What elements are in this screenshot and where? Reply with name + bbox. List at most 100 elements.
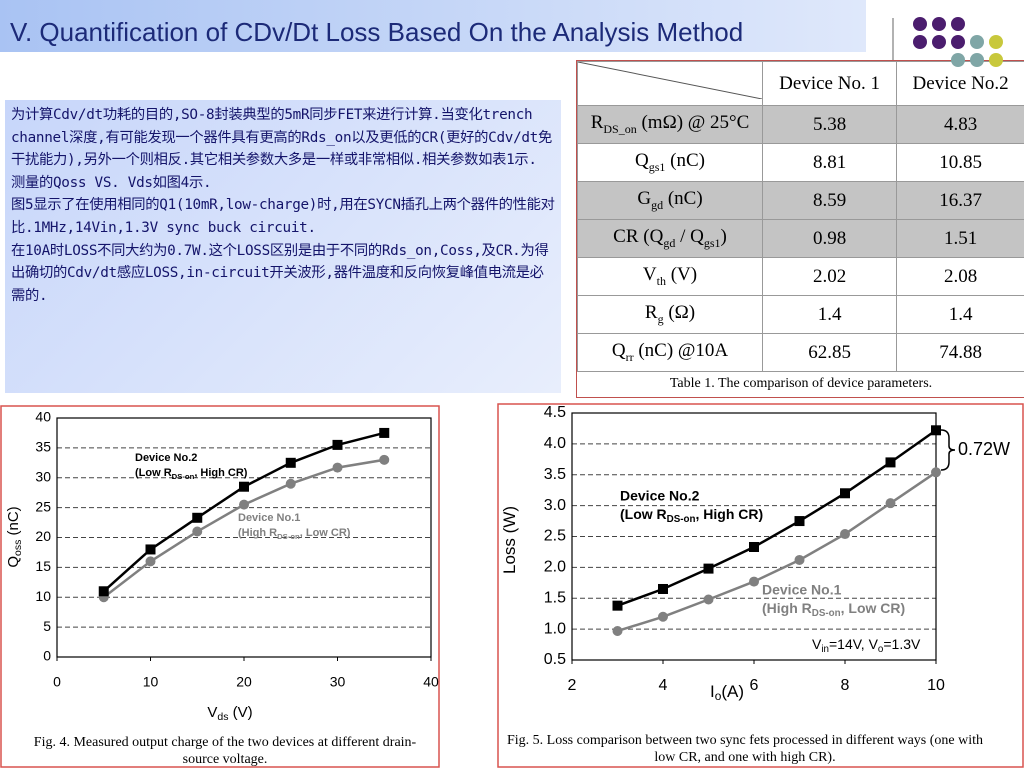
x-tick-label: 8: [841, 677, 850, 694]
label-part: gs1: [703, 235, 721, 250]
label-part: gd: [663, 235, 676, 250]
x-tick-label: 2: [568, 677, 577, 694]
label-part: oss: [12, 540, 24, 556]
marker: [332, 439, 343, 450]
marker: [885, 498, 896, 509]
marker: [612, 625, 623, 636]
paragraph: 在10A时LOSS不同大约为0.7W.这个LOSS区别是由于不同的Rds_on,…: [11, 242, 549, 304]
label-part: Q: [611, 340, 626, 362]
cell: 10.85: [896, 143, 1024, 182]
x-tick-label: 30: [330, 674, 346, 690]
label-part: th: [656, 273, 666, 288]
label-part: in: [821, 644, 829, 655]
label-part: DS-on: [277, 532, 300, 541]
cell: 1.51: [896, 219, 1024, 258]
marker: [285, 457, 296, 468]
y-tick-label: 30: [35, 468, 51, 484]
table-row: RDS_on (mΩ) @ 25°C 5.38 4.83: [577, 105, 1024, 144]
label-part: , High CR): [696, 506, 764, 522]
table-row: Qrr (nC) @10A 62.85 74.88: [577, 333, 1024, 372]
cell: 4.83: [896, 105, 1024, 144]
header-cell: Device No. 1: [761, 61, 898, 106]
cell: 1.4: [896, 295, 1024, 334]
table-panel: Device No. 1 Device No.2 RDS_on (mΩ) @ 25°…: [576, 60, 1024, 398]
y-tick-label: 25: [35, 498, 51, 514]
series-note: (Low RDS-on, High CR): [135, 467, 248, 481]
brace: [940, 429, 956, 471]
slide-title: V. Quantification of CDv/Dt Loss Based O…: [0, 0, 866, 52]
x-tick-label: 0: [53, 674, 61, 690]
series-name: Device No.2: [135, 452, 197, 464]
label-part: (High R: [238, 527, 277, 539]
conditions: Vin=14V, Vo=1.3V: [812, 636, 921, 655]
marker: [612, 600, 623, 611]
paragraph: 为计算Cdv/dt功耗的目的,SO-8封装典型的5mR同步FET来进行计算.当变…: [11, 107, 552, 169]
label-part: Loss (W): [500, 506, 519, 574]
label-part: , Low CR): [841, 600, 906, 616]
marker: [658, 583, 668, 594]
y-tick-label: 15: [35, 558, 51, 574]
label-part: o: [715, 689, 722, 703]
y-tick-label: 1.5: [544, 589, 566, 606]
x-tick-label: 20: [236, 674, 252, 690]
label-part: gd: [651, 197, 664, 212]
header-cell: Device No.2: [896, 61, 1024, 106]
table: Device No. 1 Device No.2 RDS_on (mΩ) @ 25°…: [577, 61, 1024, 372]
label-part: G: [637, 188, 652, 210]
label-part: DS-on: [667, 514, 696, 525]
marker: [145, 556, 156, 567]
row-label: Rg (Ω): [577, 295, 763, 334]
table-row: Qgs1 (nC) 8.81 10.85: [577, 143, 1024, 182]
label-part: ds: [217, 711, 228, 723]
cell: 1.4: [761, 295, 898, 334]
label-part: (nC): [5, 506, 22, 539]
y-tick-label: 4.5: [544, 404, 566, 421]
text-box: 为计算Cdv/dt功耗的目的,SO-8封装典型的5mR同步FET来进行计算.当变…: [5, 100, 561, 393]
label-part: DS-on: [812, 608, 841, 619]
cell: 62.85: [761, 333, 898, 372]
marker: [658, 611, 668, 622]
label-part: V: [207, 704, 217, 721]
row-label: CR (Qgd / Qgs1): [577, 219, 763, 258]
series-note: (High RDS-on, Low CR): [238, 527, 351, 541]
row-label: Vth (V): [577, 257, 763, 296]
cell: 8.59: [761, 181, 898, 220]
x-axis-title: Vds (V): [207, 704, 252, 723]
label-part: o: [878, 644, 884, 655]
y-tick-label: 5: [43, 618, 51, 634]
y-tick-label: 3.5: [544, 466, 566, 483]
label-part: V: [642, 264, 657, 286]
marker: [379, 454, 390, 465]
series-name: Device No.1: [762, 582, 842, 598]
series-note: (Low RDS-on, High CR): [620, 506, 763, 525]
marker: [145, 544, 156, 555]
header-cell: [577, 61, 763, 106]
series-line: [617, 471, 937, 633]
cell: 8.81: [761, 143, 898, 182]
label-part: rr: [625, 349, 634, 364]
label-part: (mΩ) @ 25°C: [636, 112, 750, 134]
marker: [703, 563, 714, 574]
x-tick-label: 40: [423, 674, 439, 690]
series-line: [102, 431, 385, 593]
label-part: (Low R: [620, 506, 667, 522]
x-tick-label: 6: [750, 677, 759, 694]
marker: [239, 499, 249, 510]
label-part: =14V, V: [829, 636, 879, 652]
row-label: RDS_on (mΩ) @ 25°C: [577, 105, 763, 144]
marker: [332, 462, 343, 473]
marker: [840, 488, 850, 499]
label-part: gs1: [648, 159, 666, 174]
marker: [285, 478, 296, 489]
label-part: (Low R: [135, 467, 172, 479]
series-name: Device No.1: [238, 512, 300, 524]
row-label: Qrr (nC) @10A: [577, 333, 763, 372]
plot-frame: [56, 417, 432, 658]
cell: 5.38: [761, 105, 898, 144]
cell: 74.88: [896, 333, 1024, 372]
marker: [239, 481, 249, 492]
label-part: I: [710, 682, 715, 701]
label-part: (Ω): [663, 302, 696, 324]
series-line: [102, 458, 385, 599]
cell: 0.98: [761, 219, 898, 258]
